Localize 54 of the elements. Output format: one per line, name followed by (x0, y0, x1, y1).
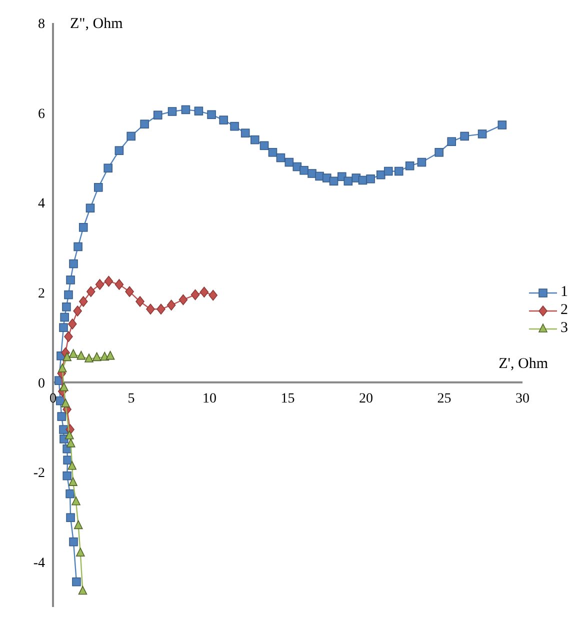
point (74, 520, 83, 530)
point (76, 350, 86, 360)
point (86, 286, 96, 298)
point (136, 296, 144, 307)
y-tick-label: 8 (38, 16, 45, 32)
point (76, 548, 85, 556)
point (68, 477, 78, 486)
x-axis-title: Z', Ohm (498, 356, 548, 374)
point (73, 306, 82, 316)
legend-label: 1 (560, 284, 568, 301)
point (104, 276, 114, 287)
x-tick-label: 20 (359, 391, 373, 406)
point (62, 352, 72, 362)
point (68, 349, 78, 358)
point (84, 354, 94, 362)
legend-label: 3 (560, 320, 568, 337)
point (114, 279, 124, 290)
point (58, 364, 67, 372)
y-axis-title: Z", Ohm (70, 16, 123, 33)
point (60, 382, 68, 392)
point (92, 352, 102, 362)
point (208, 290, 218, 301)
point (200, 286, 209, 298)
x-tick-label: 25 (437, 391, 452, 406)
point (156, 304, 166, 315)
point (146, 304, 155, 315)
point (66, 438, 76, 448)
x-tick-label: 30 (516, 391, 530, 406)
y-tick-label: 4 (38, 196, 45, 212)
legend-label: 2 (560, 302, 568, 319)
y-tick-label: -4 (33, 556, 45, 572)
x-tick-label: 0 (50, 391, 56, 406)
point (178, 294, 188, 306)
x-tick-label: 5 (128, 391, 135, 406)
point (72, 496, 80, 506)
point (190, 289, 200, 300)
point (68, 460, 76, 470)
y-tick-label: 6 (38, 106, 45, 122)
y-tick-label: 2 (38, 286, 45, 302)
point (100, 352, 110, 361)
point (95, 279, 104, 290)
point (61, 398, 70, 408)
x-tick-label: 10 (202, 391, 216, 406)
point (65, 430, 74, 440)
point (125, 286, 134, 298)
point (64, 331, 73, 342)
point (78, 586, 88, 595)
y-tick-label: 0 (38, 376, 45, 392)
point (166, 300, 176, 311)
point (68, 318, 77, 330)
x-tick-label: 15 (280, 391, 295, 406)
y-tick-label: -2 (33, 466, 45, 482)
point (106, 350, 115, 360)
point (78, 296, 88, 307)
